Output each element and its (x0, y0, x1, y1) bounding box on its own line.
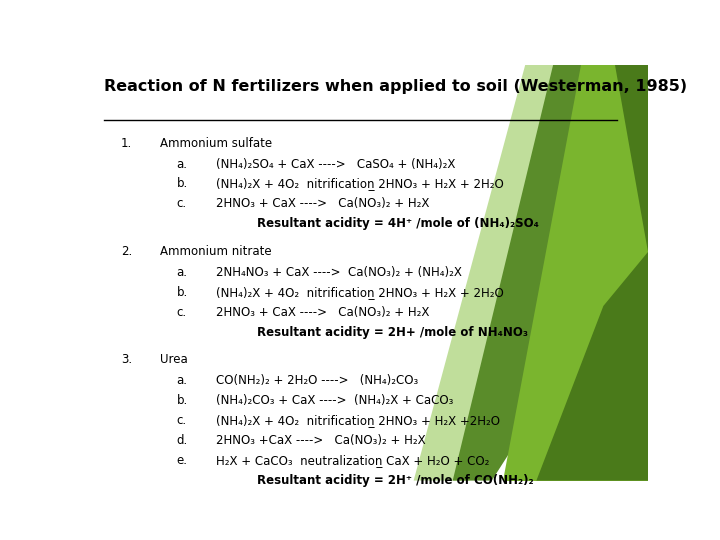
Text: H₂X + CaCO₃  neutralization̲ CaX + H₂O + CO₂: H₂X + CaCO₃ neutralization̲ CaX + H₂O + … (215, 454, 489, 467)
Text: e.: e. (176, 454, 187, 467)
Text: 2NH₄NO₃ + CaX ---->  Ca(NO₃)₂ + (NH₄)₂X: 2NH₄NO₃ + CaX ----> Ca(NO₃)₂ + (NH₄)₂X (215, 266, 462, 279)
Text: (NH₄)₂X + 4O₂  nitrification̲ 2HNO₃ + H₂X + 2H₂O: (NH₄)₂X + 4O₂ nitrification̲ 2HNO₃ + H₂X… (215, 178, 503, 191)
Text: 2HNO₃ +CaX ---->   Ca(NO₃)₂ + H₂X: 2HNO₃ +CaX ----> Ca(NO₃)₂ + H₂X (215, 434, 426, 447)
Text: Reaction of N fertilizers when applied to soil (Westerman, 1985): Reaction of N fertilizers when applied t… (104, 79, 687, 94)
Text: (NH₄)₂CO₃ + CaX ---->  (NH₄)₂X + CaCO₃: (NH₄)₂CO₃ + CaX ----> (NH₄)₂X + CaCO₃ (215, 394, 453, 407)
Text: CO(NH₂)₂ + 2H₂O ---->   (NH₄)₂CO₃: CO(NH₂)₂ + 2H₂O ----> (NH₄)₂CO₃ (215, 374, 418, 387)
Text: c.: c. (176, 306, 186, 319)
Text: 2HNO₃ + CaX ---->   Ca(NO₃)₂ + H₂X: 2HNO₃ + CaX ----> Ca(NO₃)₂ + H₂X (215, 306, 429, 319)
Text: c.: c. (176, 198, 186, 211)
Text: a.: a. (176, 158, 187, 171)
Text: Urea: Urea (160, 353, 187, 366)
Text: a.: a. (176, 374, 187, 387)
Text: c.: c. (176, 414, 186, 427)
Text: (NH₄)₂SO₄ + CaX ---->   CaSO₄ + (NH₄)₂X: (NH₄)₂SO₄ + CaX ----> CaSO₄ + (NH₄)₂X (215, 158, 455, 171)
Text: 3.: 3. (121, 353, 132, 366)
Text: d.: d. (176, 434, 188, 447)
Text: 2.: 2. (121, 245, 132, 258)
Text: Ammonium nitrate: Ammonium nitrate (160, 245, 271, 258)
Text: Resultant acidity = 2H+ /mole of NH₄NO₃: Resultant acidity = 2H+ /mole of NH₄NO₃ (258, 326, 528, 339)
Text: b.: b. (176, 394, 188, 407)
Polygon shape (536, 252, 648, 481)
Polygon shape (413, 65, 581, 481)
Text: Resultant acidity = 2H⁺ /mole of CO(NH₂)₂: Resultant acidity = 2H⁺ /mole of CO(NH₂)… (258, 474, 534, 487)
Polygon shape (615, 65, 648, 252)
Text: Ammonium sulfate: Ammonium sulfate (160, 137, 272, 150)
Text: 1.: 1. (121, 137, 132, 150)
Text: Resultant acidity = 4H⁺ /mole of (NH₄)₂SO₄: Resultant acidity = 4H⁺ /mole of (NH₄)₂S… (258, 218, 539, 231)
Text: b.: b. (176, 286, 188, 299)
Text: (NH₄)₂X + 4O₂  nitrification̲ 2HNO₃ + H₂X + 2H₂O: (NH₄)₂X + 4O₂ nitrification̲ 2HNO₃ + H₂X… (215, 286, 503, 299)
Polygon shape (503, 65, 648, 481)
Text: a.: a. (176, 266, 187, 279)
Text: (NH₄)₂X + 4O₂  nitrification̲ 2HNO₃ + H₂X +2H₂O: (NH₄)₂X + 4O₂ nitrification̲ 2HNO₃ + H₂X… (215, 414, 500, 427)
Text: b.: b. (176, 178, 188, 191)
Text: 2HNO₃ + CaX ---->   Ca(NO₃)₂ + H₂X: 2HNO₃ + CaX ----> Ca(NO₃)₂ + H₂X (215, 198, 429, 211)
Polygon shape (453, 65, 603, 481)
